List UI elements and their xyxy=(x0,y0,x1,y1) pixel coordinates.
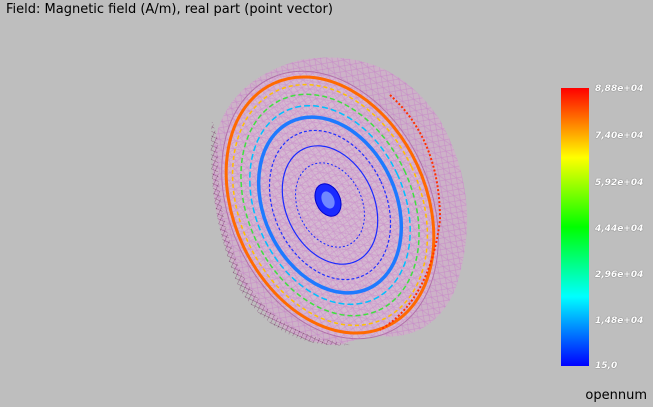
field-vector-rings xyxy=(224,75,442,335)
colorbar-tick-label: 4,44e+04 xyxy=(595,224,644,234)
colorbar-tick-label: 7,40e+04 xyxy=(595,131,644,141)
colorbar-tick-label: 8,88e+04 xyxy=(595,84,644,94)
colorbar-tick-label: 15,0 xyxy=(595,361,618,371)
field-title: Field: Magnetic field (A/m), real part (… xyxy=(6,2,333,17)
colorbar-tick-label: 5,92e+04 xyxy=(595,178,644,188)
colorbar-tick-label: 1,48e+04 xyxy=(595,316,644,326)
colorbar-tick-label: 2,96e+04 xyxy=(595,270,644,280)
brand-label: opennum xyxy=(585,388,647,403)
colorbar xyxy=(561,88,589,366)
center-hub xyxy=(314,183,342,217)
